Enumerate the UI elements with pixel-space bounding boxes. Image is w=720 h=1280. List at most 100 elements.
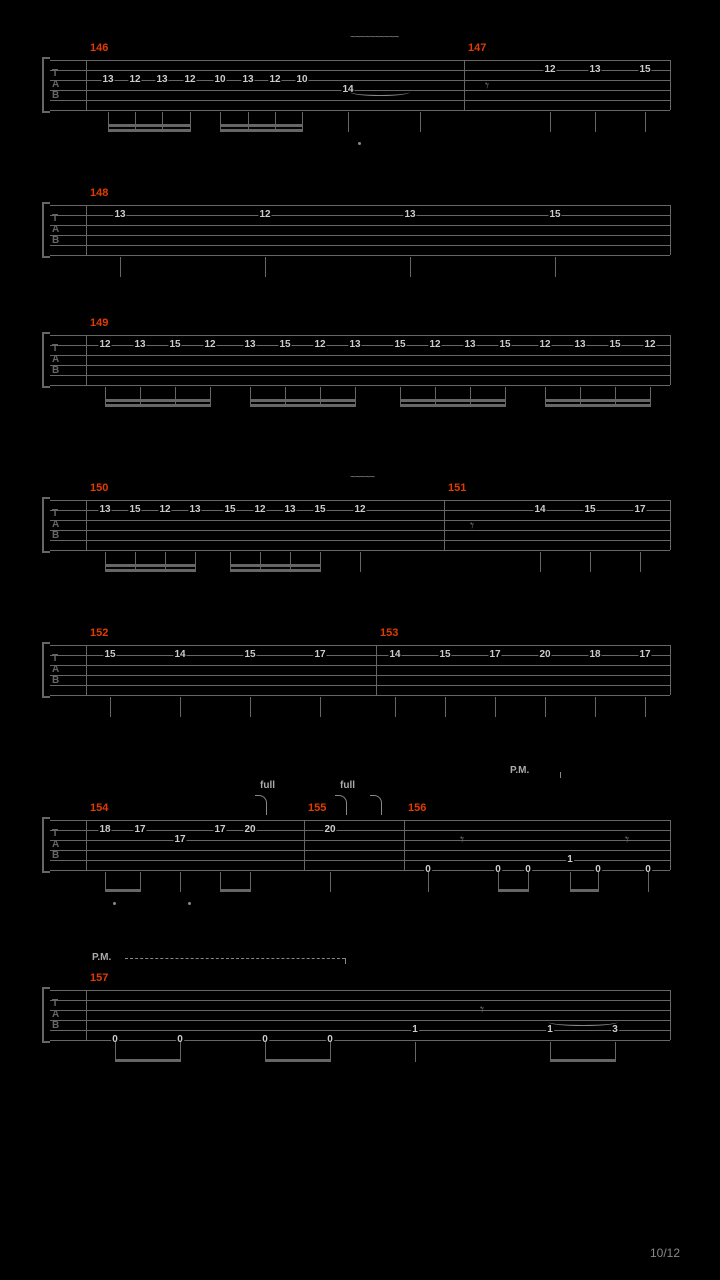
fret-number: 12	[183, 75, 196, 85]
barline	[86, 60, 87, 110]
fret-number: 15	[313, 505, 326, 515]
staff-line	[50, 1030, 670, 1031]
tab-staff	[50, 990, 670, 1040]
staff-line	[50, 695, 670, 696]
staff-line	[50, 1000, 670, 1001]
note-stem	[250, 697, 251, 717]
note-stem	[595, 112, 596, 132]
fret-number: 13	[283, 505, 296, 515]
fret-number: 20	[538, 650, 551, 660]
tie	[350, 88, 410, 96]
beam	[400, 399, 506, 402]
fret-number: 12	[203, 340, 216, 350]
measure-number: 146	[90, 42, 108, 54]
tab-clef-label: TAB	[52, 653, 59, 686]
fret-number: 13	[133, 340, 146, 350]
staff-line	[50, 215, 670, 216]
barline	[670, 335, 671, 385]
staff-line	[50, 245, 670, 246]
staff-line	[50, 365, 670, 366]
staff-line	[50, 235, 670, 236]
note-stem	[360, 552, 361, 572]
fret-number: 13	[155, 75, 168, 85]
staff-line	[50, 530, 670, 531]
staff-line	[50, 225, 670, 226]
beam	[230, 564, 321, 567]
fret-number: 14	[388, 650, 401, 660]
staff-line	[50, 520, 670, 521]
tie	[548, 1018, 618, 1026]
fret-number: 13	[573, 340, 586, 350]
fret-number: 13	[241, 75, 254, 85]
fret-number: 12	[258, 210, 271, 220]
fret-number: 13	[348, 340, 361, 350]
fret-number: 1	[546, 1025, 554, 1035]
barline	[464, 60, 465, 110]
beam	[105, 399, 211, 402]
barline	[304, 820, 305, 870]
note-stem	[348, 112, 349, 132]
vibrato-mark: ~~~~~	[350, 472, 374, 483]
beam	[498, 889, 529, 892]
beam	[230, 569, 321, 572]
staff-line	[50, 110, 670, 111]
pm-annotation: P.M.	[510, 765, 529, 776]
note-stem	[648, 872, 649, 892]
staff-line	[50, 100, 670, 101]
beam	[550, 1059, 616, 1062]
system-bracket	[42, 987, 50, 1043]
tab-clef-label: TAB	[52, 68, 59, 101]
staff-line	[50, 335, 670, 336]
pm-annotation: P.M.	[92, 952, 111, 963]
tab-clef-label: TAB	[52, 828, 59, 861]
rest: 𝄾	[480, 1002, 484, 1020]
bend-arrow	[370, 795, 382, 815]
note-stem	[180, 872, 181, 892]
barline	[86, 820, 87, 870]
tab-system: TAB14813121315	[50, 205, 670, 255]
beam	[545, 404, 651, 407]
fret-number: 17	[213, 825, 226, 835]
note-stem	[395, 697, 396, 717]
staff-line	[50, 550, 670, 551]
fret-number: 20	[243, 825, 256, 835]
beam	[220, 124, 303, 127]
staff-line	[50, 990, 670, 991]
fret-number: 10	[213, 75, 226, 85]
note-stem	[330, 872, 331, 892]
fret-number: 12	[128, 75, 141, 85]
fret-number: 15	[278, 340, 291, 350]
beam	[220, 129, 303, 132]
measure-number: 148	[90, 187, 108, 199]
note-stem	[445, 697, 446, 717]
fret-number: 15	[638, 65, 651, 75]
beam	[105, 404, 211, 407]
tab-system: P.M.TAB1570000113𝄾	[50, 990, 670, 1040]
staff-line	[50, 500, 670, 501]
note-stem	[110, 697, 111, 717]
staff-line	[50, 355, 670, 356]
barline	[404, 820, 405, 870]
barline	[444, 500, 445, 550]
bend-arrow	[255, 795, 267, 815]
staff-line	[50, 255, 670, 256]
staff-line	[50, 840, 670, 841]
fret-number: 1	[566, 855, 574, 865]
fret-number: 12	[538, 340, 551, 350]
fret-number: 15	[103, 650, 116, 660]
beam	[105, 569, 196, 572]
fret-number: 17	[133, 825, 146, 835]
measure-number: 154	[90, 802, 108, 814]
system-bracket	[42, 57, 50, 113]
full-annotation: full	[260, 780, 275, 791]
measure-number: 152	[90, 627, 108, 639]
fret-number: 12	[428, 340, 441, 350]
fret-number: 12	[353, 505, 366, 515]
staff-line	[50, 685, 670, 686]
fret-number: 17	[488, 650, 501, 660]
staff-line	[50, 205, 670, 206]
tab-system: ~~~~~~~~~~TAB146147131213121013121014121…	[50, 60, 670, 110]
beam	[108, 124, 191, 127]
fret-number: 15	[393, 340, 406, 350]
measure-number: 150	[90, 482, 108, 494]
